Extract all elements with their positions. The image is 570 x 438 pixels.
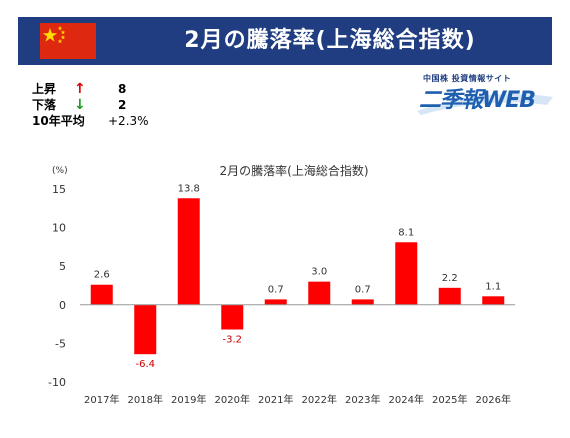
down-arrow-icon: ↓	[74, 97, 86, 113]
fall-value: 2	[118, 98, 127, 112]
x-tick-label: 2017年	[84, 393, 119, 406]
bar	[221, 304, 244, 330]
bar-value-label: -6.4	[135, 359, 155, 370]
chart-title: 2月の騰落率(上海総合指数)	[220, 163, 369, 178]
x-tick-label: 2024年	[389, 393, 424, 406]
bar	[438, 287, 461, 305]
average-value: +2.3%	[108, 114, 149, 128]
bar	[482, 296, 505, 305]
y-axis-unit-label: (%)	[52, 166, 68, 176]
x-tick-label: 2025年	[432, 393, 467, 406]
y-tick-label: 10	[52, 222, 66, 235]
bar-value-label: 8.1	[398, 227, 414, 238]
bar-value-label: 3.0	[311, 267, 327, 278]
x-tick-label: 2018年	[128, 393, 163, 406]
bar	[308, 281, 331, 305]
x-tick-label: 2019年	[171, 393, 206, 406]
page-title: 2月の騰落率(上海総合指数)	[184, 28, 476, 53]
logo-swoosh-icon	[417, 94, 553, 115]
bar	[134, 304, 157, 355]
x-tick-label: 2021年	[258, 393, 293, 406]
y-tick-label: 0	[59, 299, 66, 312]
x-tick-label: 2026年	[476, 393, 511, 406]
bar-value-label: 2.6	[94, 270, 110, 281]
x-tick-label: 2020年	[215, 393, 250, 406]
rise-label: 上昇	[32, 82, 57, 96]
bar	[177, 198, 200, 305]
y-tick-label: 15	[52, 183, 66, 196]
x-tick-label: 2023年	[345, 393, 380, 406]
bar-value-label: 0.7	[268, 284, 284, 295]
bar	[351, 299, 374, 305]
header-banner: 2月の騰落率(上海総合指数)	[18, 17, 552, 65]
y-tick-label: -10	[48, 376, 66, 389]
bar-value-label: 1.1	[485, 281, 501, 292]
bar-value-label: 13.8	[178, 183, 200, 194]
average-label: 10年平均	[32, 114, 85, 128]
bar	[90, 284, 113, 305]
logo-subtitle: 中国株 投資情報サイト	[423, 74, 512, 83]
rise-value: 8	[118, 82, 127, 96]
up-arrow-icon: ↑	[74, 81, 86, 97]
logo-wordmark: 二季報WEB	[419, 88, 536, 113]
bar	[395, 242, 418, 305]
site-logo: 中国株 投資情報サイト 二季報WEB	[415, 73, 555, 115]
china-flag-icon	[40, 23, 96, 59]
y-tick-label: 5	[59, 260, 66, 273]
fall-label: 下落	[32, 98, 57, 112]
bar-value-label: 2.2	[442, 273, 458, 284]
x-tick-label: 2022年	[302, 393, 337, 406]
y-tick-label: -5	[55, 337, 66, 350]
bar-value-label: -3.2	[222, 335, 242, 346]
bar-value-label: 0.7	[355, 284, 371, 295]
bar	[264, 299, 287, 305]
